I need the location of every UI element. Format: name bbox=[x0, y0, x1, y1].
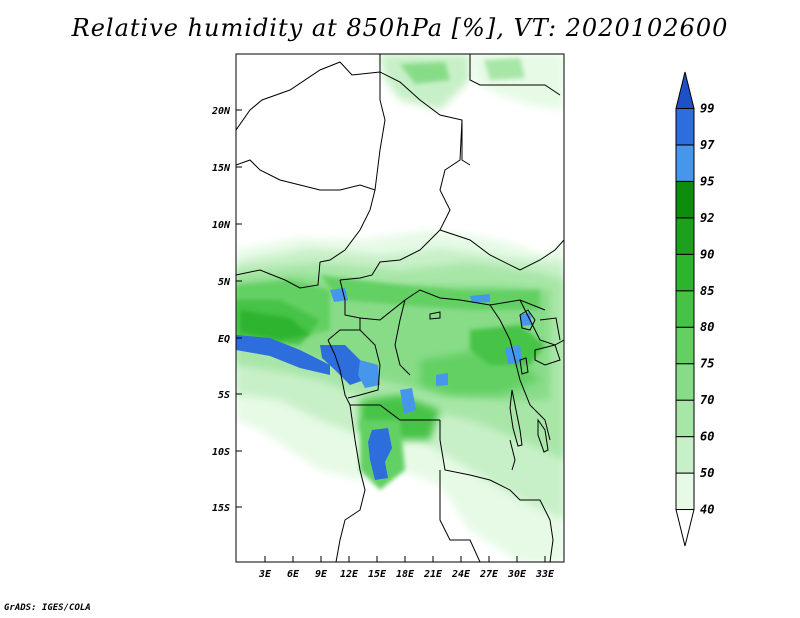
colorbar-label: 80 bbox=[700, 320, 714, 334]
lat-tick-15s: 15S bbox=[212, 503, 230, 514]
colorbar-segment bbox=[675, 472, 695, 511]
colorbar-segment bbox=[675, 290, 695, 328]
colorbar-label: 97 bbox=[700, 138, 715, 152]
humidity-field bbox=[236, 54, 564, 562]
lon-tick-33e: 33E bbox=[535, 569, 555, 580]
lat-tick-10n: 10N bbox=[212, 220, 231, 231]
colorbar-label: 50 bbox=[700, 466, 714, 480]
colorbar-segment bbox=[675, 217, 695, 255]
colorbar-segment bbox=[675, 180, 695, 219]
lon-tick-30e: 30E bbox=[507, 569, 527, 580]
lat-tick-10s: 10S bbox=[212, 447, 230, 458]
colorbar-label: 75 bbox=[700, 357, 714, 371]
colorbar-label: 92 bbox=[700, 211, 714, 225]
grads-credit: GrADS: IGES/COLA bbox=[4, 603, 91, 613]
colorbar-label: 85 bbox=[700, 284, 714, 298]
country-borders bbox=[236, 54, 564, 562]
colorbar-segment bbox=[675, 399, 695, 438]
map-panel bbox=[236, 54, 564, 562]
lat-tick-15n: 15N bbox=[212, 163, 231, 174]
map-frame bbox=[235, 53, 565, 563]
colorbar-label: 60 bbox=[700, 430, 714, 444]
lon-tick-6e: 6E bbox=[287, 569, 300, 580]
colorbar-segment bbox=[675, 363, 695, 401]
colorbar-segment bbox=[675, 71, 695, 109]
colorbar-label: 40 bbox=[700, 503, 714, 517]
colorbar-label: 90 bbox=[700, 247, 714, 261]
colorbar-segment bbox=[675, 253, 695, 292]
lakes bbox=[429, 311, 549, 453]
colorbar-segment bbox=[675, 107, 695, 146]
colorbar-label: 95 bbox=[700, 174, 714, 188]
lon-tick-27e: 27E bbox=[479, 569, 499, 580]
lon-tick-15e: 15E bbox=[368, 569, 387, 580]
map-title: Relative humidity at 850hPa [%], VT: 202… bbox=[71, 14, 729, 42]
lat-axis: 20N 15N 10N 5N EQ 5S 10S 15S bbox=[211, 106, 242, 514]
lon-tick-21e: 21E bbox=[423, 569, 443, 580]
lon-tick-12e: 12E bbox=[340, 569, 359, 580]
lat-tick-5n: 5N bbox=[218, 277, 231, 288]
lon-tick-24e: 24E bbox=[451, 569, 471, 580]
colorbar: 40 50 60 70 75 80 85 90 92 95 97 99 bbox=[675, 71, 715, 547]
lon-axis: 3E 6E 9E 12E 15E 18E 21E 24E 27E 30E 33E bbox=[258, 556, 555, 580]
colorbar-label: 70 bbox=[700, 393, 714, 407]
lat-tick-eq: EQ bbox=[218, 334, 230, 345]
colorbar-segment bbox=[675, 436, 695, 474]
lon-tick-3e: 3E bbox=[258, 569, 272, 580]
lat-tick-20n: 20N bbox=[211, 106, 231, 117]
lon-tick-18e: 18E bbox=[396, 569, 415, 580]
lat-tick-5s: 5S bbox=[218, 390, 230, 401]
colorbar-segment bbox=[675, 509, 695, 547]
lon-tick-9e: 9E bbox=[315, 569, 328, 580]
colorbar-segment bbox=[675, 144, 695, 182]
colorbar-label: 99 bbox=[700, 101, 714, 115]
colorbar-segment bbox=[675, 326, 695, 365]
